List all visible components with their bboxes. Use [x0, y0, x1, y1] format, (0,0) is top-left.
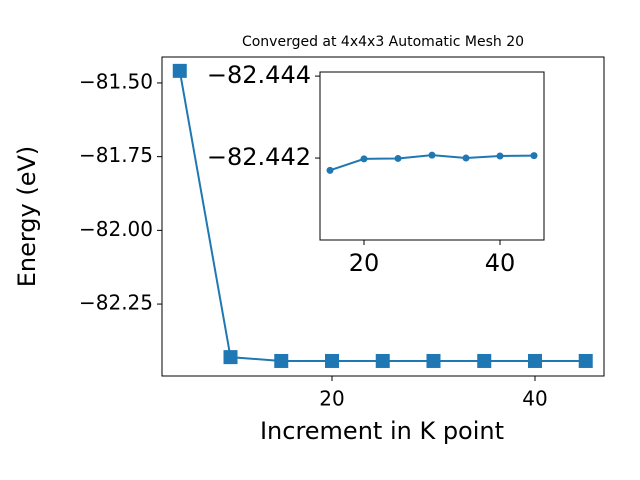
marker — [326, 166, 334, 174]
x-tick-label: 20 — [349, 249, 380, 277]
marker — [375, 353, 390, 368]
marker — [394, 154, 402, 162]
x-axis-label: Increment in K point — [260, 417, 504, 445]
y-tick-label: −82.442 — [207, 143, 311, 171]
marker — [496, 152, 504, 160]
marker — [428, 151, 436, 159]
marker — [360, 155, 368, 163]
marker — [426, 353, 441, 368]
marker — [462, 154, 470, 162]
x-tick-label: 20 — [319, 387, 344, 411]
axes-frame — [161, 56, 605, 377]
x-tick-label: 40 — [485, 249, 516, 277]
marker — [477, 353, 492, 368]
y-tick-label: −82.25 — [79, 291, 153, 315]
x-tick-label: 40 — [522, 387, 547, 411]
y-tick-label: −82.00 — [79, 217, 153, 241]
chart-title: Converged at 4x4x3 Automatic Mesh 20 — [242, 34, 524, 50]
axes-frame — [319, 71, 545, 241]
y-axis-label: Energy (eV) — [13, 146, 41, 288]
marker — [223, 350, 238, 365]
marker — [172, 63, 187, 78]
y-tick-label: −81.50 — [79, 69, 153, 93]
marker — [530, 152, 538, 160]
marker — [527, 353, 542, 368]
y-tick-label: −82.444 — [207, 61, 311, 89]
marker — [578, 353, 593, 368]
marker — [274, 353, 289, 368]
y-tick-label: −81.75 — [79, 143, 153, 167]
marker — [325, 353, 339, 368]
